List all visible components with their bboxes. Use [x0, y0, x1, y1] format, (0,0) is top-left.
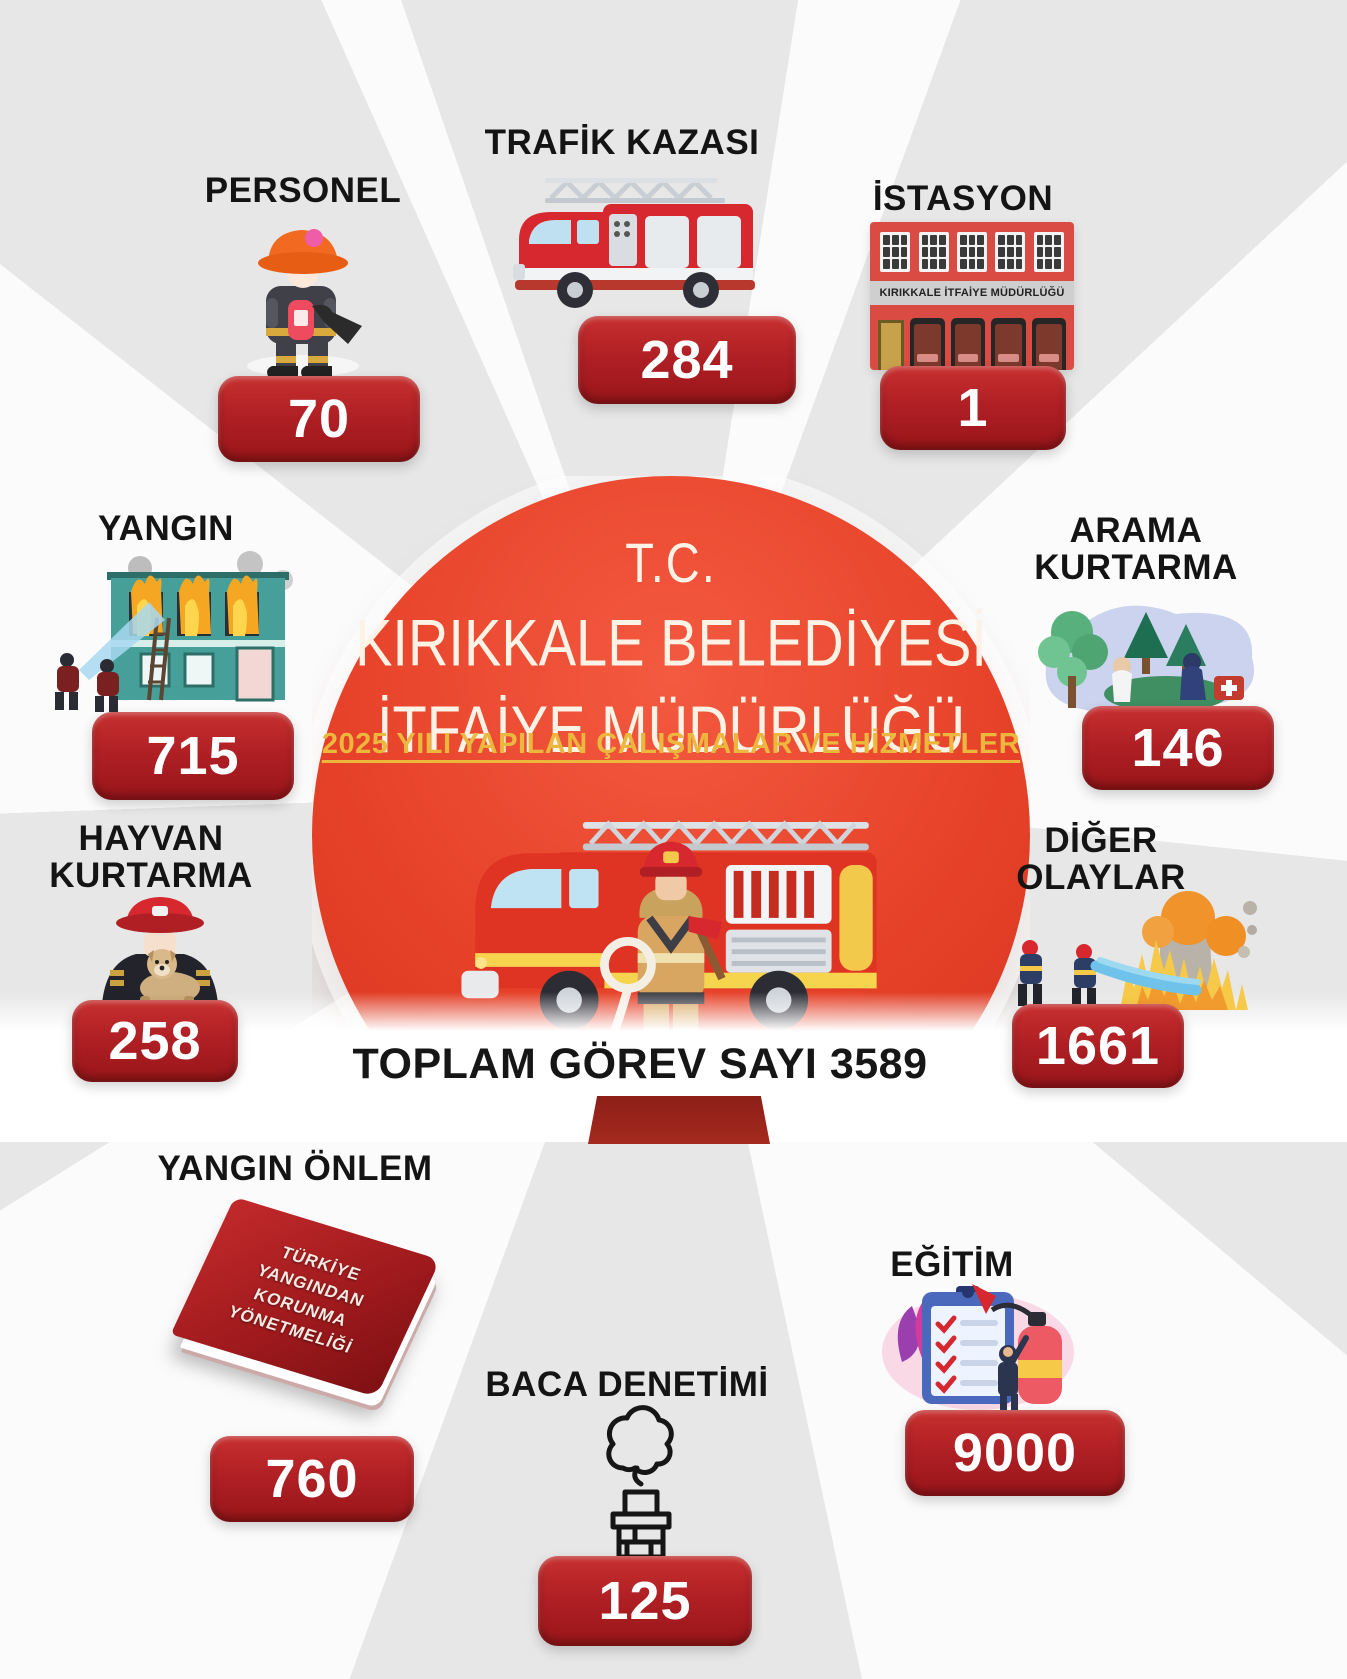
station-garage [870, 305, 1074, 370]
stat-label-arama: ARAMA KURTARMA [1034, 511, 1238, 588]
stat-label-hayvan: HAYVAN KURTARMA [49, 819, 253, 896]
stat-value-onlem: 760 [265, 1449, 359, 1509]
circle-base-shadow [588, 1096, 770, 1144]
stat-value-egitim: 9000 [952, 1423, 1078, 1483]
stat-badge-istasyon: 1 [880, 366, 1066, 450]
org-line1: T.C. [625, 531, 717, 594]
total-missions-label: TOPLAM GÖREV SAYI 3589 [352, 1040, 928, 1088]
stat-value-istasyon: 1 [957, 378, 989, 438]
stat-label-istasyon: İSTASYON [872, 179, 1054, 218]
org-line2: KIRIKKALE BELEDİYESİ [355, 605, 987, 680]
fire-truck-icon [513, 178, 755, 308]
regulation-book: TÜRKİYE YANGINDAN KORUNMA YÖNETMELİĞİ [170, 1196, 441, 1398]
stat-value-arama: 146 [1131, 718, 1225, 778]
forest-search-icon [1038, 605, 1255, 717]
stat-label-baca: BACA DENETİMİ [485, 1365, 769, 1404]
stat-badge-onlem: 760 [210, 1436, 414, 1522]
org-title: T.C. KIRIKKALE BELEDİYESİ İTFAİYE MÜDÜRL… [312, 530, 1030, 767]
station-sign: KIRIKKALE İTFAİYE MÜDÜRLÜĞÜ [870, 281, 1074, 305]
stat-value-personel: 70 [287, 389, 351, 449]
stat-value-yangin: 715 [146, 726, 240, 786]
chimney-icon [606, 1405, 674, 1560]
book-cover: TÜRKİYE YANGINDAN KORUNMA YÖNETMELİĞİ [170, 1196, 441, 1398]
stat-label-diger: DİĞER OLAYLAR [1016, 821, 1186, 898]
org-line3: İTFAİYE MÜDÜRLÜĞÜ [376, 691, 966, 766]
year-subtitle: 2025 YILI YAPILAN ÇALIŞMALAR VE HİZMETLE… [321, 728, 1021, 760]
stat-badge-trafik: 284 [578, 316, 796, 404]
stat-label-egitim: EĞİTİM [890, 1245, 1014, 1284]
station-door [878, 320, 904, 370]
regulation-book-icon: TÜRKİYE YANGINDAN KORUNMA YÖNETMELİĞİ [170, 1192, 468, 1432]
hose-flames-icon [1018, 891, 1257, 1010]
fire-station-icon: KIRIKKALE İTFAİYE MÜDÜRLÜĞÜ [870, 222, 1074, 370]
stat-badge-yangin: 715 [92, 712, 294, 800]
stat-badge-diger: 1661 [1012, 1004, 1184, 1088]
stat-label-trafik: TRAFİK KAZASI [484, 123, 760, 162]
stat-value-hayvan: 258 [108, 1011, 202, 1071]
stat-badge-egitim: 9000 [905, 1410, 1125, 1496]
firefighter-icon [247, 229, 362, 377]
stat-label-onlem: YANGIN ÖNLEM [157, 1149, 433, 1188]
stat-badge-arama: 146 [1082, 706, 1274, 790]
stat-value-diger: 1661 [1035, 1016, 1161, 1076]
burning-house-icon [55, 551, 293, 712]
stat-badge-baca: 125 [538, 1556, 752, 1646]
stat-badge-hayvan: 258 [72, 1000, 238, 1082]
firefighter-dog-icon [102, 897, 218, 1004]
stat-value-baca: 125 [598, 1571, 692, 1631]
stat-label-yangin: YANGIN [98, 509, 234, 548]
stat-value-trafik: 284 [640, 330, 734, 390]
station-windows [870, 222, 1074, 281]
stat-badge-personel: 70 [218, 376, 420, 462]
training-checklist-icon [882, 1284, 1074, 1412]
stat-label-personel: PERSONEL [204, 171, 402, 210]
